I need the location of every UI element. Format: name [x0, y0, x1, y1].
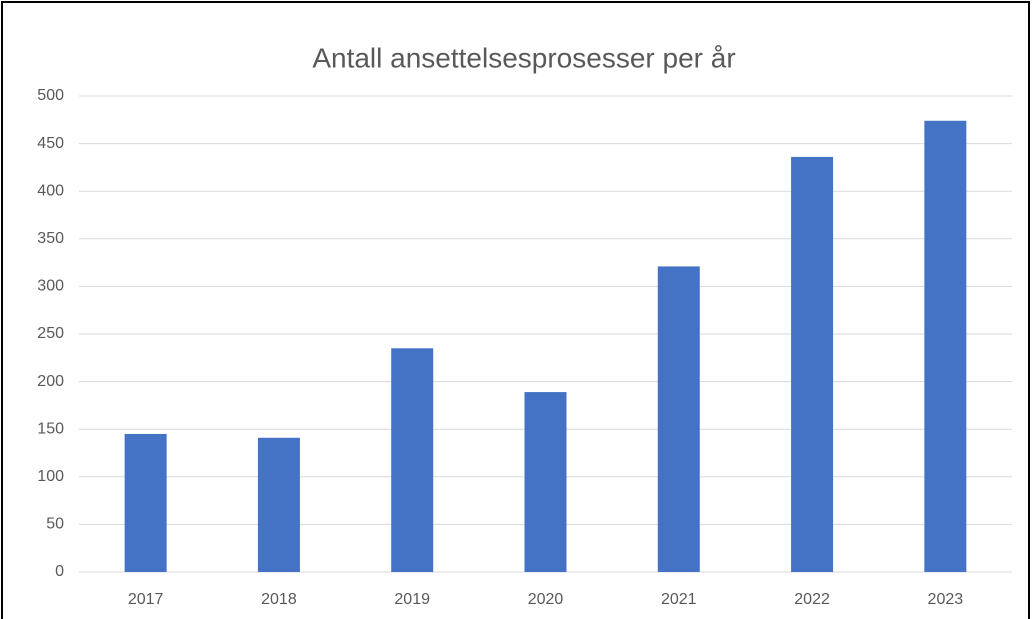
- bar: [391, 348, 434, 572]
- x-tick-label: 2017: [128, 591, 164, 608]
- x-tick-label: 2020: [528, 591, 564, 608]
- y-tick-label: 200: [37, 373, 64, 390]
- x-tick-label: 2021: [661, 591, 697, 608]
- y-tick-label: 100: [37, 468, 64, 485]
- x-tick-label: 2019: [394, 591, 430, 608]
- y-tick-label: 450: [37, 135, 64, 152]
- x-tick-label: 2022: [794, 591, 830, 608]
- x-tick-label: 2018: [261, 591, 297, 608]
- bar: [124, 433, 167, 572]
- y-tick-label: 500: [37, 87, 64, 104]
- y-tick-label: 300: [37, 278, 64, 295]
- x-tick-label: 2023: [928, 591, 964, 608]
- y-tick-label: 350: [37, 230, 64, 247]
- y-tick-label: 400: [37, 182, 64, 199]
- bar: [257, 437, 300, 572]
- bar: [924, 120, 967, 572]
- bar: [657, 266, 700, 572]
- y-tick-label: 0: [55, 563, 64, 580]
- y-tick-label: 150: [37, 420, 64, 437]
- y-tick-label: 250: [37, 325, 64, 342]
- y-tick-label: 50: [46, 516, 64, 533]
- chart-title: Antall ansettelsesprosesser per år: [312, 42, 735, 73]
- bar: [791, 156, 834, 573]
- bar: [524, 392, 567, 572]
